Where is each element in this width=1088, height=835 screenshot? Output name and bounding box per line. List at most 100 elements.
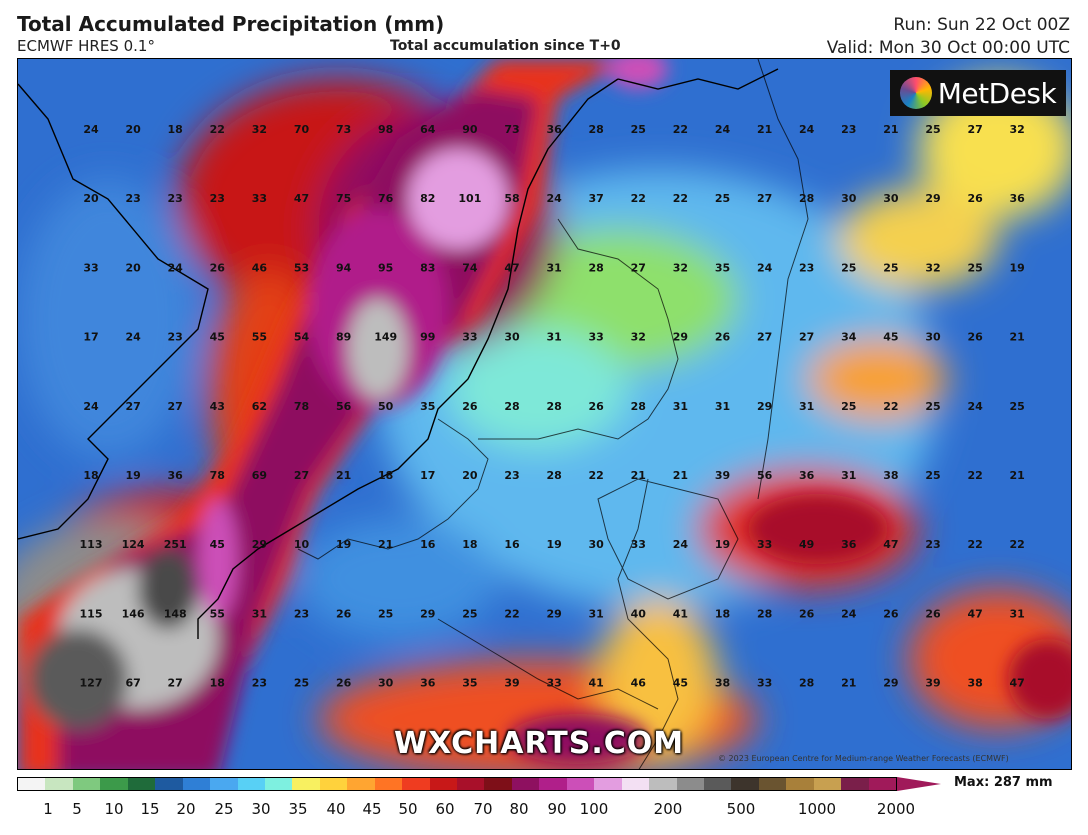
grid-value: 27 — [757, 192, 772, 205]
precipitation-map[interactable]: 24 20 18 22 32 70 73 98 64 90 73 36 28 25 22 24 21 24 23 21… — [17, 58, 1072, 770]
grid-value: 18 — [168, 123, 183, 136]
grid-value: 27 — [757, 331, 772, 344]
grid-value: 24 — [83, 400, 99, 413]
legend-tick-label: 45 — [362, 800, 382, 818]
grid-value: 29 — [757, 400, 772, 413]
grid-value: 35 — [462, 677, 477, 690]
legend-tick-label: 40 — [326, 800, 346, 818]
grid-value: 30 — [589, 538, 605, 551]
grid-value: 18 — [462, 538, 477, 551]
grid-value: 27 — [631, 261, 646, 274]
legend-tick-label: 20 — [176, 800, 196, 818]
grid-values: 24 20 18 22 32 70 73 98 64 90 73 36 28 25 22 24 21 24 23 21… — [80, 123, 1026, 690]
grid-value: 28 — [589, 261, 604, 274]
grid-value: 28 — [799, 192, 814, 205]
grid-value: 19 — [715, 538, 730, 551]
legend-swatch — [649, 778, 677, 790]
grid-value: 25 — [925, 469, 940, 482]
grid-value: 26 — [336, 677, 352, 690]
grid-value: 33 — [589, 331, 604, 344]
grid-value: 31 — [715, 400, 730, 413]
grid-value: 22 — [1010, 538, 1025, 551]
grid-value: 24 — [841, 607, 857, 620]
grid-value: 24 — [125, 331, 141, 344]
grid-value: 73 — [504, 123, 519, 136]
grid-value: 19 — [125, 469, 140, 482]
grid-value: 21 — [673, 469, 688, 482]
grid-value: 25 — [294, 677, 309, 690]
legend-tick-label: 5 — [72, 800, 82, 818]
grid-value: 146 — [122, 607, 145, 620]
grid-value: 124 — [122, 538, 145, 551]
grid-value: 28 — [589, 123, 604, 136]
grid-value: 31 — [546, 331, 561, 344]
metdesk-mark-icon — [899, 77, 932, 109]
map-canvas: 24 20 18 22 32 70 73 98 64 90 73 36 28 25 22 24 21 24 23 21… — [18, 59, 1071, 769]
grid-value: 36 — [1010, 192, 1026, 205]
grid-value: 50 — [378, 400, 394, 413]
max-value-label: Max: 287 mm — [954, 775, 1053, 790]
grid-value: 28 — [546, 469, 561, 482]
grid-value: 31 — [252, 607, 267, 620]
grid-value: 43 — [210, 400, 225, 413]
grid-value: 69 — [252, 469, 267, 482]
legend-tick-label: 35 — [288, 800, 308, 818]
grid-value: 26 — [967, 192, 983, 205]
grid-value: 35 — [420, 400, 435, 413]
watermark: WXCHARTS.COM — [394, 726, 685, 761]
grid-value: 21 — [631, 469, 646, 482]
precip-field-detail — [18, 59, 1071, 769]
coastlines — [18, 68, 779, 639]
legend-swatch — [841, 778, 869, 790]
legend-swatch — [18, 778, 46, 790]
grid-value: 29 — [252, 538, 267, 551]
grid-value: 33 — [462, 331, 477, 344]
legend-tick-label: 15 — [140, 800, 160, 818]
grid-value: 58 — [504, 192, 519, 205]
grid-value: 27 — [168, 677, 183, 690]
grid-value: 31 — [841, 469, 856, 482]
grid-value: 29 — [925, 192, 940, 205]
legend-swatch — [484, 778, 512, 790]
color-legend-bar — [17, 777, 897, 791]
grid-value: 19 — [546, 538, 561, 551]
grid-value: 28 — [546, 400, 561, 413]
grid-value: 49 — [799, 538, 814, 551]
grid-value: 21 — [378, 538, 393, 551]
chart-title: Total Accumulated Precipitation (mm) — [17, 12, 445, 36]
copyright-text: © 2023 European Centre for Medium-range … — [718, 754, 1009, 763]
legend-swatch — [786, 778, 814, 790]
grid-value: 18 — [715, 607, 730, 620]
grid-value: 46 — [631, 677, 647, 690]
grid-value: 39 — [715, 469, 730, 482]
grid-value: 26 — [210, 261, 226, 274]
grid-value: 26 — [799, 607, 815, 620]
grid-value: 25 — [378, 607, 393, 620]
legend-swatch — [731, 778, 759, 790]
grid-value: 19 — [336, 538, 351, 551]
grid-value: 26 — [589, 400, 605, 413]
legend-tick-label: 25 — [214, 800, 234, 818]
grid-value: 16 — [420, 538, 436, 551]
grid-value: 31 — [589, 607, 604, 620]
grid-value: 94 — [336, 261, 352, 274]
grid-value: 73 — [336, 123, 351, 136]
grid-value: 29 — [546, 607, 561, 620]
grid-value: 27 — [294, 469, 309, 482]
legend-swatch — [402, 778, 430, 790]
grid-value: 82 — [420, 192, 435, 205]
legend-tick-label: 1000 — [797, 800, 837, 818]
grid-value: 41 — [673, 607, 688, 620]
grid-value: 20 — [462, 469, 478, 482]
legend-tick-label: 90 — [547, 800, 567, 818]
grid-value: 25 — [631, 123, 646, 136]
grid-value: 21 — [883, 123, 898, 136]
legend-swatch — [374, 778, 403, 790]
legend-swatch — [566, 778, 595, 790]
grid-value: 46 — [252, 261, 268, 274]
grid-value: 74 — [462, 261, 478, 274]
grid-value: 31 — [673, 400, 688, 413]
grid-value: 21 — [1010, 469, 1025, 482]
grid-value: 17 — [420, 469, 435, 482]
grid-value: 33 — [252, 192, 267, 205]
